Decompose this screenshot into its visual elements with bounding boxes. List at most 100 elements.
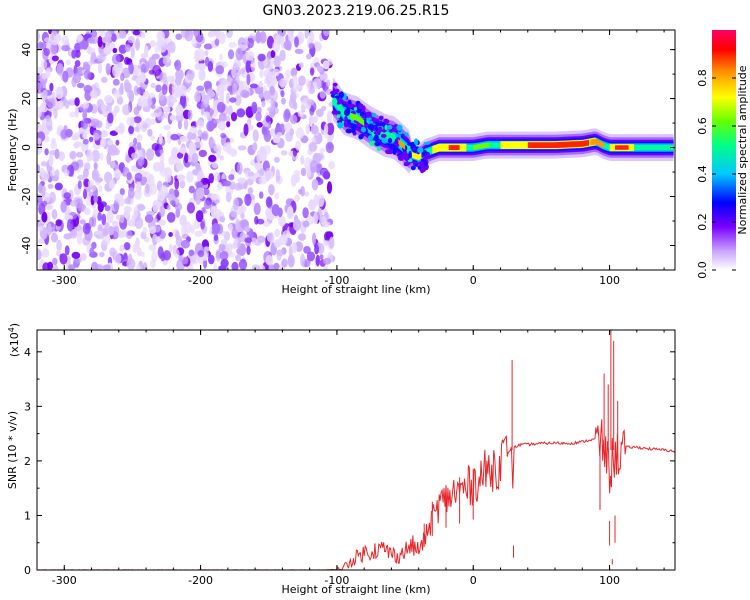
noise-blob [186,202,195,214]
noise-blob [105,123,110,130]
ridge-speckle [414,163,419,167]
noise-blob [238,258,248,270]
noise-blob [196,48,205,62]
noise-blob [216,84,225,96]
noise-blob [101,213,107,226]
noise-blob [319,72,328,81]
noise-blob [305,53,312,60]
noise-blob [108,144,118,156]
ridge-speckle [361,128,366,133]
noise-blob [231,261,239,270]
noise-blob [238,205,247,213]
noise-blob [63,192,71,199]
noise-blob [218,96,225,104]
noise-blob [112,47,118,54]
noise-blob [188,185,195,194]
ridge-speckle [336,113,341,119]
noise-blob [195,210,204,223]
noise-blob [37,72,40,83]
noise-blob [48,154,54,167]
noise-blob [187,131,193,141]
noise-blob [124,44,131,52]
noise-blob [258,80,263,88]
noise-blob [298,62,304,68]
noise-blob [164,167,173,178]
y-tick-label: 40 [20,43,33,57]
noise-blob [74,198,84,209]
ridge-speckle [423,160,428,167]
noise-blob [211,162,219,169]
noise-blob [226,121,231,128]
ridge-speckle [376,146,381,152]
noise-blob [79,219,86,225]
noise-blob [74,42,81,53]
ridge-speckle [392,150,397,155]
noise-blob [112,225,120,238]
noise-blob [206,120,215,132]
noise-blob [37,66,44,75]
noise-blob [125,230,133,239]
ridge-speckle [348,100,352,105]
noise-blob [271,204,280,217]
noise-blob [109,130,118,136]
ridge-speckle [330,90,337,95]
noise-blob [131,152,138,159]
noise-blob [163,112,169,119]
noise-blob [219,216,226,223]
ridge-speckle [331,110,337,115]
noise-blob [82,168,89,178]
noise-blob [180,256,189,265]
noise-blob [286,206,294,220]
noise-blob [89,154,95,160]
noise-blob [114,105,120,114]
noise-blob [201,207,206,213]
x-tick-label: -300 [52,574,77,587]
noise-blob [76,82,85,89]
noise-blob [262,144,272,155]
noise-blob [51,39,59,46]
x-tick-label: 0 [470,574,477,587]
ridge-speckle [381,138,388,144]
noise-blob [140,31,146,39]
noise-blob [163,124,171,131]
noise-blob [159,71,165,83]
noise-blob [307,99,315,106]
noise-blob [264,170,274,181]
noise-blob [61,44,70,52]
noise-blob [233,238,238,246]
noise-blob [69,111,77,118]
noise-blob [119,244,125,253]
noise-blob [280,150,288,156]
noise-blob [306,78,311,90]
noise-blob [317,194,325,208]
noise-blob [52,257,58,266]
noise-blob [159,205,166,218]
noise-blob [168,243,173,253]
noise-blob [200,221,205,230]
noise-blob [291,74,298,86]
noise-blob [73,132,80,141]
noise-blob [142,123,149,129]
noise-blob [37,137,42,145]
noise-blob [188,249,195,257]
noise-blob [152,199,159,213]
noise-blob [219,31,226,45]
snr-plot-area [37,330,675,570]
noise-blob [280,90,285,98]
noise-blob [56,239,62,252]
noise-blob [283,109,290,123]
noise-blob [75,50,81,58]
noise-blob [37,82,42,90]
noise-blob [311,178,319,191]
noise-blob [231,227,238,239]
noise-blob [161,84,168,95]
noise-blob [217,181,223,191]
ridge-speckle [370,112,377,117]
noise-blob [265,254,274,266]
noise-blob [228,41,237,48]
noise-blob [287,254,295,268]
noise-blob [323,257,332,265]
noise-blob [74,141,82,148]
ridge-speckle [335,110,341,115]
noise-blob [189,144,197,153]
